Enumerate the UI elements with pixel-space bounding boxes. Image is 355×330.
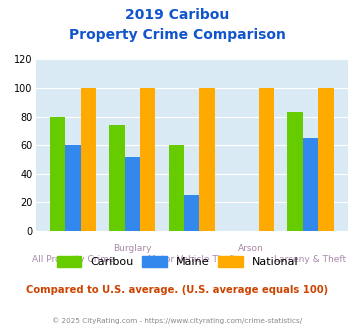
Bar [184,195,200,231]
Text: All Property Crime: All Property Crime [32,255,114,264]
Text: © 2025 CityRating.com - https://www.cityrating.com/crime-statistics/: © 2025 CityRating.com - https://www.city… [53,317,302,324]
Bar [109,125,125,231]
Bar [50,116,65,231]
Text: Larceny & Theft: Larceny & Theft [274,255,346,264]
Bar [140,88,155,231]
Bar [81,88,96,231]
Legend: Caribou, Maine, National: Caribou, Maine, National [53,251,302,272]
Text: Motor Vehicle Theft: Motor Vehicle Theft [148,255,236,264]
Bar [259,88,274,231]
Bar [318,88,334,231]
Bar [125,157,140,231]
Text: Arson: Arson [238,244,264,253]
Bar [200,88,215,231]
Text: Property Crime Comparison: Property Crime Comparison [69,28,286,42]
Bar [169,145,184,231]
Bar [65,145,81,231]
Text: 2019 Caribou: 2019 Caribou [125,8,230,22]
Bar [303,138,318,231]
Bar [287,112,303,231]
Text: Burglary: Burglary [113,244,152,253]
Text: Compared to U.S. average. (U.S. average equals 100): Compared to U.S. average. (U.S. average … [26,285,329,295]
